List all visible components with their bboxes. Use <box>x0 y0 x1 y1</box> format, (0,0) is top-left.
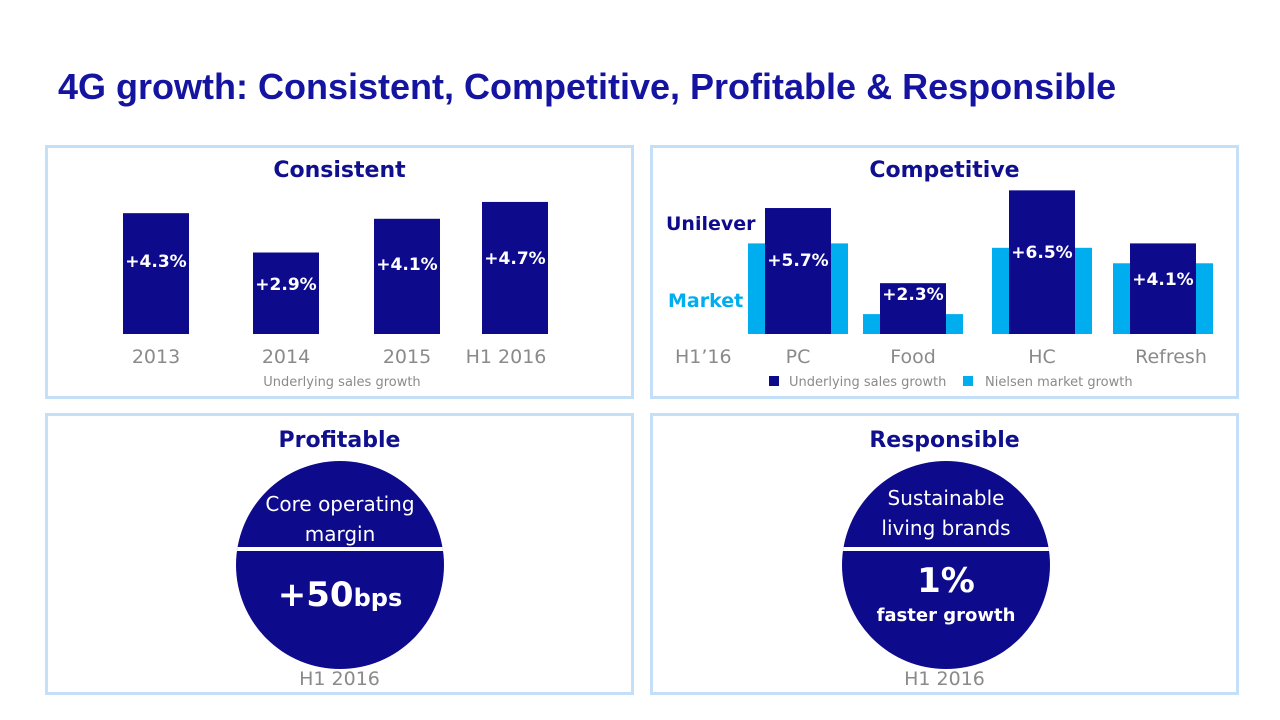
unilever-bar <box>1009 190 1075 334</box>
x-tick-label: 2015 <box>383 346 431 368</box>
x-tick-label: Food <box>890 346 936 368</box>
divider <box>842 547 1050 551</box>
unilever-bar <box>1130 243 1196 334</box>
consistent-title: Consistent <box>273 158 406 183</box>
x-tick-label: H1 2016 <box>466 346 547 368</box>
responsible-title: Responsible <box>869 428 1020 453</box>
bar-label: +2.9% <box>255 275 316 295</box>
slide-title: 4G growth: Consistent, Competitive, Prof… <box>58 66 1117 107</box>
bar-label: +2.3% <box>882 285 943 305</box>
competitive-panel: Competitive Unilever Market +5.7% PC +2.3% Fo… <box>650 145 1239 399</box>
bar <box>123 213 189 334</box>
slb-label: Sustainable living brands <box>881 486 1011 540</box>
bar-label: +4.1% <box>376 255 437 275</box>
bar-label: +4.1% <box>1132 270 1193 290</box>
x-tick-label: PC <box>786 346 811 368</box>
consistent-chart: +4.3% 2013 +2.9% 2014 +4.1% 2015 +4.7% H1 2016 U… <box>123 201 548 390</box>
profitable-title: Profitable <box>278 428 401 453</box>
slb-value: 1% <box>917 561 975 601</box>
slb-sub: faster growth <box>876 605 1016 626</box>
bar <box>253 252 319 334</box>
legend-label: Nielsen market growth <box>985 375 1133 390</box>
bar <box>374 218 440 334</box>
unilever-bar <box>765 208 831 334</box>
responsible-panel: Responsible Sustainable living brands 1%… <box>650 413 1239 695</box>
unilever-bar <box>880 283 946 334</box>
divider <box>236 547 444 551</box>
x-tick-label: 2013 <box>132 346 180 368</box>
legend-swatch-market <box>963 376 973 386</box>
profitable-panel: Profitable Core operating margin +50bps … <box>45 413 634 695</box>
margin-circle: Core operating margin +50bps <box>236 461 444 669</box>
legend-label: Underlying sales growth <box>789 375 946 390</box>
consistent-panel: Consistent +4.3% 2013 +2.9% 2014 +4.1% 2015 +4… <box>45 145 634 399</box>
responsible-period: H1 2016 <box>904 668 985 690</box>
competitive-title: Competitive <box>869 158 1020 183</box>
profitable-period: H1 2016 <box>299 668 380 690</box>
bar-label: +4.7% <box>484 249 545 269</box>
x-tick-label: Refresh <box>1135 346 1207 368</box>
x-tick-label: 2014 <box>262 346 310 368</box>
bar-label: +5.7% <box>767 251 828 271</box>
bar-label: +4.3% <box>125 252 186 272</box>
x-axis-label: Underlying sales growth <box>263 375 420 390</box>
x-tick-label: HC <box>1028 346 1056 368</box>
unilever-label: Unilever <box>666 213 756 235</box>
margin-value: +50bps <box>277 575 403 615</box>
bar-label: +6.5% <box>1011 243 1072 263</box>
margin-label: Core operating margin <box>265 492 415 546</box>
period-label: H1’16 <box>675 346 732 368</box>
market-label: Market <box>668 290 743 312</box>
bar <box>482 201 548 334</box>
competitive-chart: Unilever Market +5.7% PC +2.3% Food +6.5% HC +4.… <box>666 190 1213 390</box>
slb-circle: Sustainable living brands 1% faster grow… <box>842 461 1050 669</box>
legend-swatch-unilever <box>769 376 779 386</box>
